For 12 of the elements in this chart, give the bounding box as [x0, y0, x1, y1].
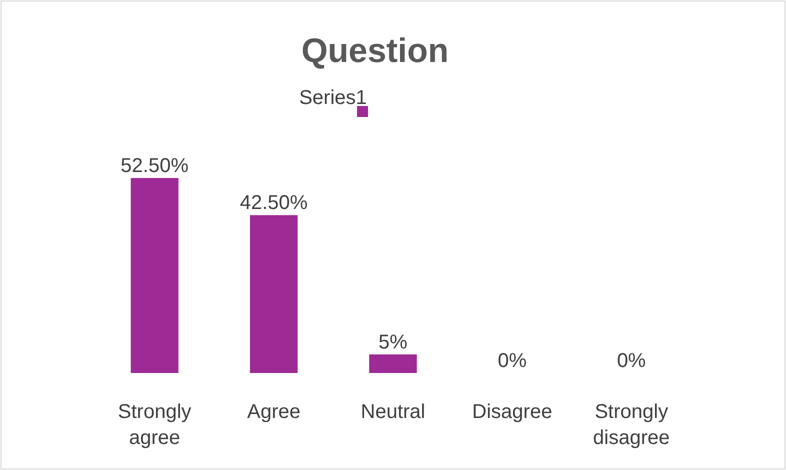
data-label: 52.50% — [120, 155, 189, 177]
data-label: 42.50% — [240, 192, 308, 214]
chart-title: Question — [301, 32, 449, 70]
x-tick-label: Strongly agree — [118, 401, 192, 449]
x-tick-label: Strongly disagree — [593, 401, 670, 449]
x-tick-label: Neutral — [360, 401, 426, 423]
x-tick-label: Disagree — [472, 401, 552, 423]
data-label: 0% — [616, 350, 646, 372]
data-label: 0% — [498, 350, 527, 372]
data-label: 5% — [378, 331, 408, 354]
x-tick-label: Agree — [247, 401, 300, 423]
text: Series1 — [299, 87, 367, 109]
